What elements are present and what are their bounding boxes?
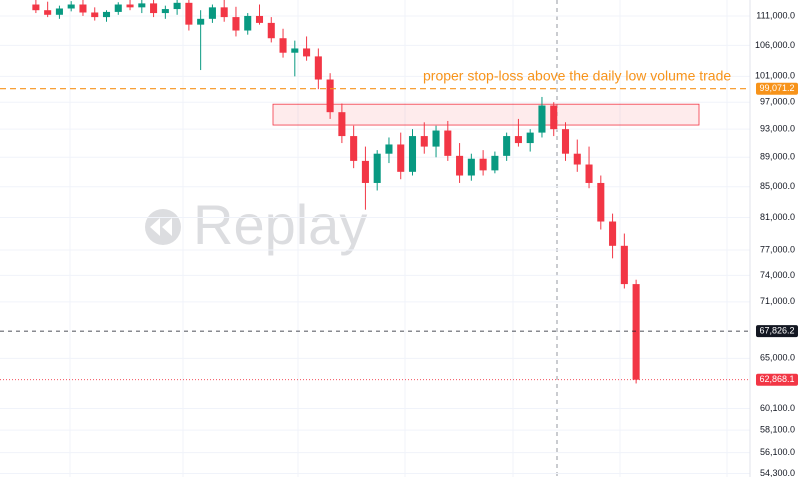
candle-body <box>314 56 322 80</box>
candle-body <box>397 144 405 172</box>
candle-body <box>479 158 487 171</box>
candle-body <box>573 153 581 165</box>
y-tick-label: 101,000.0 <box>755 71 795 81</box>
y-tick-label: 71,000.0 <box>760 296 795 306</box>
y-tick-label: 77,000.0 <box>760 244 795 254</box>
candle-body <box>432 130 440 147</box>
candle-body <box>138 3 146 8</box>
candle-body <box>326 79 334 113</box>
candle-body <box>91 12 99 18</box>
replay-icon-arrows <box>150 218 172 236</box>
candle-body <box>514 136 522 144</box>
candle-body <box>185 2 193 25</box>
candle-body <box>338 112 346 137</box>
candle-body <box>197 18 205 25</box>
candle-body <box>161 9 169 14</box>
price-tag-label: 62,868.1 <box>759 374 794 384</box>
y-tick-label: 111,000.0 <box>756 10 795 20</box>
candle-body <box>456 155 464 176</box>
candle-body <box>503 136 511 156</box>
candle-body <box>244 15 252 31</box>
candle-body <box>420 136 428 147</box>
y-tick-label: 81,000.0 <box>760 212 795 222</box>
candle-body <box>526 132 534 144</box>
watermark: Replay <box>145 193 367 256</box>
candle-body <box>67 4 75 9</box>
candle-body <box>444 130 452 156</box>
price-tag-label: 67,826.2 <box>759 326 794 336</box>
candle-body <box>373 153 381 183</box>
candle-body <box>385 144 393 154</box>
y-tick-label: 60,100.0 <box>760 403 795 413</box>
candle-body <box>32 4 40 11</box>
candle-body <box>208 7 216 19</box>
candle-body <box>255 15 264 23</box>
y-tick-label: 56,100.0 <box>760 447 795 457</box>
candle-body <box>126 4 134 8</box>
annotation: proper stop-loss above the daily low vol… <box>423 68 731 84</box>
zone <box>272 103 700 126</box>
candle-body <box>350 136 358 161</box>
candle-body <box>561 129 570 154</box>
price-tag <box>756 82 798 95</box>
candle-body <box>303 48 311 57</box>
y-tick-label: 65,000.0 <box>760 353 795 363</box>
candle-body <box>467 158 475 176</box>
watermark-text: Replay <box>193 193 367 256</box>
price-tag-label: 99,071.2 <box>759 83 794 93</box>
y-tick-label: 106,000.0 <box>755 40 795 50</box>
candle-body <box>538 105 546 133</box>
candle-body <box>620 245 628 285</box>
candle-body <box>114 4 122 12</box>
candle-body <box>102 11 111 18</box>
y-tick-label: 74,000.0 <box>760 270 795 280</box>
candle-body <box>150 3 158 14</box>
price-tag <box>756 325 798 338</box>
candle-body <box>609 221 617 246</box>
candle-body <box>632 284 640 380</box>
candle-body <box>585 164 593 183</box>
candle-body <box>550 105 558 130</box>
y-tick-label: 89,000.0 <box>760 152 795 162</box>
candle-body <box>408 136 417 172</box>
candle-body <box>220 7 228 18</box>
candle-body <box>279 38 287 53</box>
y-tick-label: 93,000.0 <box>760 124 795 134</box>
candle-body <box>597 182 605 222</box>
y-tick-label: 85,000.0 <box>760 181 795 191</box>
candle-body <box>291 48 299 53</box>
candle-body <box>491 155 499 171</box>
candle-body <box>232 17 240 31</box>
candle-body <box>361 160 369 183</box>
candle-body <box>44 10 52 15</box>
y-tick-label: 54,300.0 <box>760 468 795 477</box>
price-tag <box>756 373 798 386</box>
y-tick-label: 58,100.0 <box>760 425 795 435</box>
vertical-grid <box>69 0 728 477</box>
candle-body <box>55 8 63 15</box>
y-tick-label: 97,000.0 <box>760 97 795 107</box>
candle-body <box>79 4 87 13</box>
candle-body <box>173 2 181 10</box>
candle-body <box>267 22 275 39</box>
